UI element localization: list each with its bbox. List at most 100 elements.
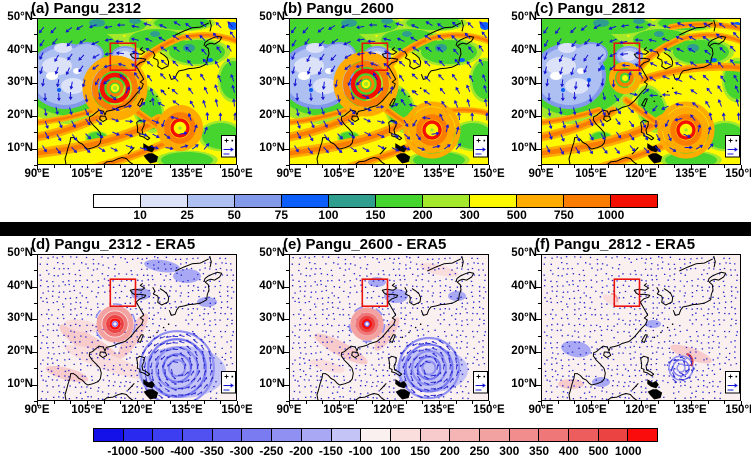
axis-tick <box>657 165 659 168</box>
panel-title-c: (c) Pangu_2812 <box>535 0 646 17</box>
axis-tick <box>355 401 357 404</box>
colorbar-tick-label: -200 <box>289 444 314 457</box>
y-tick-label: 20°N <box>259 345 285 357</box>
panel-title-a: (a) Pangu_2312 <box>31 0 142 17</box>
colorbar-segment <box>141 195 188 207</box>
y-tick-label: 20°N <box>511 109 537 121</box>
axis-tick <box>641 401 642 406</box>
axis-tick <box>187 165 188 170</box>
colorbar-tick-label: -1000 <box>107 444 139 457</box>
colorbar-segment <box>329 195 376 207</box>
panel-title-d: (d) Pangu_2312 - ERA5 <box>31 236 196 253</box>
y-tick-label: 40°N <box>7 43 33 56</box>
axis-tick <box>70 401 72 404</box>
colorbar-tick-label: 1000 <box>597 208 625 222</box>
axis-tick <box>120 165 122 168</box>
axis-tick <box>289 165 290 170</box>
colorbar-tick-label: 350 <box>529 444 550 457</box>
colorbar-tick-label: 25 <box>180 208 194 222</box>
colorbar-segment <box>539 429 569 441</box>
colorbar-segment <box>123 429 154 441</box>
map-panel-b <box>289 18 489 165</box>
axis-tick <box>591 401 592 406</box>
colorbar-segment <box>235 195 282 207</box>
axis-tick <box>691 401 692 406</box>
colorbar-segment <box>470 195 517 207</box>
axis-tick <box>53 401 55 404</box>
axis-tick <box>153 401 155 404</box>
colorbar-tick-label: 50 <box>227 208 241 222</box>
y-tick-label: 10°N <box>511 141 537 154</box>
map-canvas-b <box>289 18 489 165</box>
colorbar-segment <box>479 429 510 441</box>
axis-tick <box>87 401 88 406</box>
x-tick-label: 105°E <box>575 404 607 416</box>
colorbar-tick-label: 100 <box>318 208 339 222</box>
y-tick-label: 30°N <box>259 312 285 325</box>
y-tick-label: 40°N <box>7 279 33 292</box>
axis-tick <box>187 401 188 406</box>
x-tick-label: 135°E <box>675 404 707 416</box>
axis-tick <box>286 401 289 402</box>
colorbar-tick-label: 500 <box>506 208 527 222</box>
colorbar-tick-label: -350 <box>199 444 224 457</box>
x-tick-label: 105°E <box>575 168 607 180</box>
axis-tick <box>405 401 407 404</box>
colorbar-tick-label: -250 <box>259 444 284 457</box>
colorbar-segment <box>94 195 141 207</box>
axis-tick <box>339 165 340 170</box>
axis-tick <box>322 165 324 168</box>
axis-tick <box>203 401 205 404</box>
axis-tick <box>322 401 324 404</box>
axis-tick <box>87 165 88 170</box>
map-panel-a <box>37 18 237 165</box>
colorbar-tick-label: 300 <box>499 444 520 457</box>
map-canvas-c <box>541 18 741 165</box>
x-tick-label: 90°E <box>528 404 554 416</box>
colorbar-bottom <box>93 428 658 442</box>
axis-tick <box>120 401 122 404</box>
axis-tick <box>541 401 542 406</box>
panel-title-f: (f) Pangu_2812 - ERA5 <box>535 236 696 253</box>
colorbar-tick-label: 500 <box>588 444 609 457</box>
axis-tick <box>286 165 289 166</box>
axis-tick <box>37 165 38 170</box>
x-tick-label: 105°E <box>323 168 355 180</box>
y-tick-label: 50°N <box>259 11 285 23</box>
colorbar-tick-label: 400 <box>558 444 579 457</box>
colorbar-tick-label: -150 <box>318 444 343 457</box>
y-tick-label: 30°N <box>7 312 33 325</box>
x-tick-label: 105°E <box>71 168 103 180</box>
y-tick-label: 10°N <box>511 377 537 390</box>
map-canvas-d <box>37 254 237 401</box>
axis-tick <box>674 401 676 404</box>
x-tick-label: 135°E <box>423 168 455 180</box>
x-tick-label: 105°E <box>323 404 355 416</box>
axis-tick <box>103 165 105 168</box>
colorbar-tick-label: 300 <box>459 208 480 222</box>
y-tick-label: 50°N <box>511 11 537 23</box>
axis-tick <box>170 165 172 168</box>
colorbar-segment <box>282 195 329 207</box>
y-tick-label: 20°N <box>259 109 285 121</box>
axis-tick <box>137 401 138 406</box>
colorbar-segment <box>420 429 451 441</box>
y-tick-label: 10°N <box>7 377 33 390</box>
x-tick-label: 90°E <box>276 404 302 416</box>
colorbar-tick-label: -300 <box>229 444 254 457</box>
axis-tick <box>170 401 172 404</box>
axis-tick <box>707 401 709 404</box>
axis-tick <box>305 401 307 404</box>
axis-tick <box>305 165 307 168</box>
colorbar-segment <box>569 429 599 441</box>
axis-tick <box>422 401 424 404</box>
axis-tick <box>339 401 340 406</box>
axis-tick <box>455 165 457 168</box>
axis-tick <box>489 401 490 406</box>
colorbar-tick-label: 150 <box>410 444 431 457</box>
axis-tick <box>372 401 374 404</box>
y-tick-label: 20°N <box>7 345 33 357</box>
x-tick-label: 150°E <box>221 404 253 416</box>
axis-tick <box>574 401 576 404</box>
